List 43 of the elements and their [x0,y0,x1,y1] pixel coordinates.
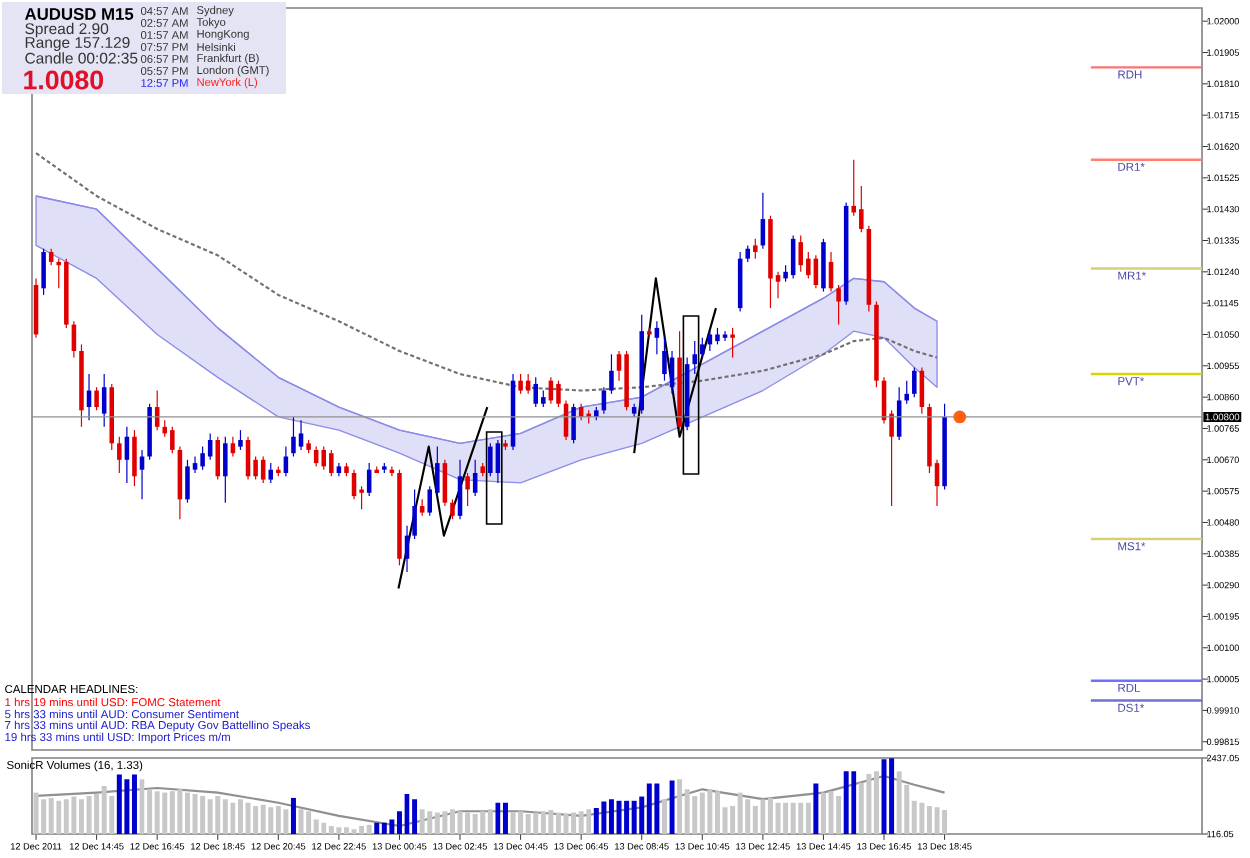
candlestick [170,426,175,454]
line-series [34,774,946,828]
candlestick [329,449,334,477]
candlestick [722,330,728,342]
candlestick [836,284,841,326]
candlestick [662,337,667,382]
candlestick [821,238,826,293]
candlestick [101,373,107,428]
candlestick [291,416,296,458]
candlestick [465,472,470,507]
candlestick [117,436,122,474]
candlestick [215,436,221,481]
line-series [34,152,939,392]
candlestick [450,498,455,520]
annotation: 1.0080 [24,70,104,90]
candlestick [533,376,539,408]
candlestick [488,442,493,477]
candlestick [298,419,304,451]
candlestick [207,432,213,461]
candlestick [132,429,137,487]
candlestick [571,403,576,444]
candlestick [753,238,758,260]
candlestick [798,234,804,273]
candlestick [700,337,705,359]
line-series [397,405,489,590]
candlestick [692,340,698,375]
candlestick [518,373,523,395]
candlestick [41,248,46,296]
candlestick [912,366,917,398]
candlestick [268,462,274,484]
chart-title: AUDUSD M15 [24,8,134,20]
candlestick [904,380,910,405]
candlestick [321,446,327,471]
candlestick [200,446,205,471]
candlestick [556,380,561,408]
candlestick [185,459,190,504]
candlestick [730,327,735,359]
candlestick [859,185,864,233]
candlestick [412,488,417,540]
candlestick [223,436,228,504]
candlestick [238,429,243,451]
candlestick [609,353,614,395]
candlestick [94,386,99,411]
